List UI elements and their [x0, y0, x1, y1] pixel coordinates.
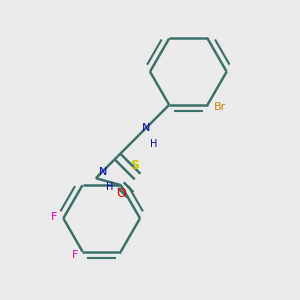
Text: Br: Br	[214, 101, 226, 112]
Text: N: N	[98, 167, 107, 176]
Text: S: S	[130, 159, 139, 172]
Text: O: O	[116, 187, 126, 200]
Text: N: N	[142, 123, 150, 133]
Text: H: H	[150, 139, 157, 149]
Text: F: F	[72, 250, 79, 260]
Text: F: F	[51, 212, 57, 222]
Text: H: H	[106, 182, 114, 192]
